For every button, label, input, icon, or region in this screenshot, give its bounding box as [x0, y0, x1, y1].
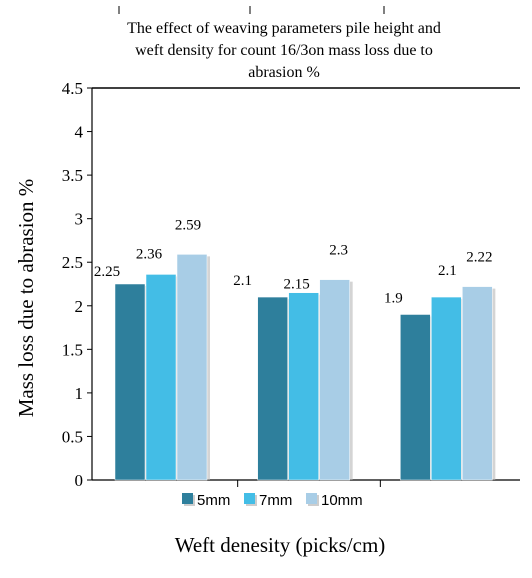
bar-10mm-2 [319, 279, 350, 481]
bar-7mm-3 [431, 296, 462, 481]
legend-swatch-5mm [182, 493, 193, 504]
y-tick-label: 3.5 [62, 166, 83, 185]
y-tick-label: 0.5 [62, 427, 83, 446]
y-tick-label: 3 [75, 210, 84, 229]
legend-label: 10mm [321, 492, 363, 509]
legend: 5mm 7mm 10mm [182, 492, 363, 509]
data-label: 2.25 [94, 264, 120, 280]
x-axis-label: Weft denesity (picks/cm) [175, 533, 386, 557]
legend-swatch-10mm [306, 493, 317, 504]
bar-7mm-2 [288, 292, 319, 481]
data-label: 2.3 [329, 243, 348, 259]
data-label: 1.9 [384, 290, 403, 306]
chart-title-line: weft density for count 16/3on mass loss … [135, 42, 433, 59]
y-tick-label: 4.5 [62, 79, 83, 98]
data-label: 2.22 [466, 250, 492, 266]
bar-10mm-1 [176, 254, 208, 481]
data-label: 2.59 [175, 217, 201, 233]
bar-10mm-3 [462, 286, 493, 481]
legend-swatch-7mm [244, 493, 255, 504]
y-tick-label: 1.5 [62, 340, 83, 359]
bar-5mm-3 [400, 314, 431, 481]
y-tick-label: 2 [75, 297, 84, 316]
data-label: 2.15 [284, 277, 310, 293]
y-tick-label: 0 [75, 471, 84, 490]
y-axis-label: Mass loss due to abrasion % [14, 179, 38, 418]
y-axis-ticks: 0 0.5 1 1.5 2 2.5 3 3.5 4 4.5 [62, 79, 92, 490]
chart-title-line: abrasion % [248, 64, 320, 81]
data-label: 2.1 [438, 263, 457, 279]
y-tick-label: 1 [75, 384, 84, 403]
data-labels: 2.25 2.36 2.59 2.1 2.15 2.3 1.9 2.1 2.22 [94, 217, 493, 306]
data-label: 2.1 [233, 273, 252, 289]
bar-5mm-2 [257, 296, 288, 481]
bars [114, 254, 496, 481]
y-tick-label: 4 [75, 123, 84, 142]
y-tick-label: 2.5 [62, 253, 83, 272]
data-label: 2.36 [136, 246, 163, 262]
chart-title: The effect of weaving parameters pile he… [118, 6, 441, 81]
bar-7mm-1 [145, 274, 177, 481]
bar-5mm-1 [114, 283, 146, 481]
legend-label: 7mm [259, 492, 292, 509]
legend-label: 5mm [197, 492, 230, 509]
chart-title-line: The effect of weaving parameters pile he… [127, 20, 441, 37]
